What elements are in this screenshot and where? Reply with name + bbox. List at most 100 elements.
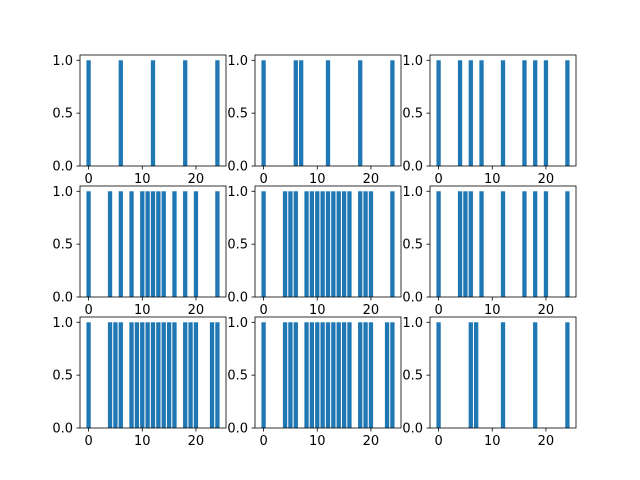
bar <box>336 191 341 297</box>
x-tick-label: 0 <box>84 303 92 318</box>
bar <box>565 60 570 166</box>
x-tick-label: 10 <box>309 434 326 449</box>
bar <box>468 322 473 428</box>
bar <box>336 322 341 428</box>
bar <box>390 322 395 428</box>
y-tick-label: 0.5 <box>227 238 248 253</box>
bar <box>118 60 123 166</box>
bar <box>161 322 166 428</box>
bar <box>363 322 368 428</box>
y-tick-label: 0.5 <box>52 369 73 384</box>
x-tick-label: 20 <box>363 303 380 318</box>
bar <box>261 60 266 166</box>
y-tick-label: 1.0 <box>227 316 248 331</box>
bar <box>543 60 549 166</box>
bar <box>86 191 91 297</box>
bar <box>368 322 374 428</box>
subplot-1-2: 0 10 20 0.0 0.5 1.0 <box>227 54 402 187</box>
bar <box>288 191 293 297</box>
bar <box>293 60 298 166</box>
bar <box>436 60 441 166</box>
y-tick-label: 0.0 <box>52 160 73 175</box>
bar <box>215 322 220 428</box>
bar <box>368 191 374 297</box>
bar <box>436 191 441 297</box>
bar <box>331 191 336 297</box>
x-tick-label: 10 <box>484 434 501 449</box>
subplot-2-2: 0 10 20 0.0 0.5 1.0 <box>227 185 402 318</box>
bar <box>436 322 441 428</box>
x-tick-label: 20 <box>538 303 555 318</box>
bar <box>358 60 363 166</box>
subplot-2-3: 0 10 20 0.0 0.5 1.0 <box>402 185 577 318</box>
axes-frame <box>79 316 227 429</box>
y-tick-label: 1.0 <box>52 316 73 331</box>
x-tick-label: 10 <box>484 172 501 187</box>
axes-frame <box>254 316 402 429</box>
bar <box>150 191 156 297</box>
bar <box>193 322 199 428</box>
y-tick-label: 0.5 <box>52 107 73 122</box>
bar <box>533 60 538 166</box>
x-tick-label: 0 <box>259 172 267 187</box>
y-tick-label: 1.0 <box>52 185 73 200</box>
bar <box>479 191 484 297</box>
y-tick-label: 0.0 <box>227 422 248 437</box>
bar <box>145 191 150 297</box>
bar <box>282 191 288 297</box>
bar <box>309 322 315 428</box>
y-tick-label: 0.0 <box>402 291 423 306</box>
bar <box>390 191 395 297</box>
bar <box>320 191 325 297</box>
bar <box>474 322 479 428</box>
bar <box>533 322 538 428</box>
bar <box>215 191 220 297</box>
bar <box>522 60 527 166</box>
x-tick-label: 20 <box>188 434 205 449</box>
bar <box>156 322 161 428</box>
bar <box>320 322 325 428</box>
bar <box>500 60 506 166</box>
bar <box>183 60 188 166</box>
x-tick-label: 10 <box>134 172 151 187</box>
bar <box>188 322 193 428</box>
x-tick-label: 20 <box>363 172 380 187</box>
x-tick-label: 20 <box>363 434 380 449</box>
bar <box>282 322 288 428</box>
y-tick-label: 0.5 <box>227 107 248 122</box>
bar <box>183 191 188 297</box>
bar <box>457 60 463 166</box>
bar <box>304 191 309 297</box>
bar <box>543 191 549 297</box>
subplot-2-1: 0 10 20 0.0 0.5 1.0 <box>52 185 227 318</box>
bar <box>172 322 177 428</box>
bar <box>390 60 395 166</box>
x-tick-label: 20 <box>538 172 555 187</box>
x-tick-label: 10 <box>134 434 151 449</box>
bar <box>86 60 91 166</box>
bar <box>331 322 336 428</box>
y-tick-label: 0.5 <box>402 369 423 384</box>
axes-frame <box>79 185 227 298</box>
y-tick-label: 1.0 <box>402 54 423 69</box>
subplot-1-3: 0 10 20 0.0 0.5 1.0 <box>402 54 577 187</box>
x-tick-label: 0 <box>434 303 442 318</box>
bar <box>183 322 188 428</box>
subplot-3-2: 0 10 20 0.0 0.5 1.0 <box>227 316 402 449</box>
bar <box>325 322 331 428</box>
x-tick-label: 10 <box>309 303 326 318</box>
bar <box>261 322 266 428</box>
bar <box>479 60 484 166</box>
bar <box>500 322 506 428</box>
x-tick-label: 20 <box>188 172 205 187</box>
subplot-3-3: 0 10 20 0.0 0.5 1.0 <box>402 316 577 449</box>
y-tick-label: 1.0 <box>227 54 248 69</box>
bar <box>288 322 293 428</box>
x-tick-label: 0 <box>84 434 92 449</box>
bar <box>134 322 140 428</box>
bar <box>113 322 118 428</box>
bar <box>457 191 463 297</box>
bar <box>145 322 150 428</box>
y-tick-label: 0.0 <box>227 291 248 306</box>
